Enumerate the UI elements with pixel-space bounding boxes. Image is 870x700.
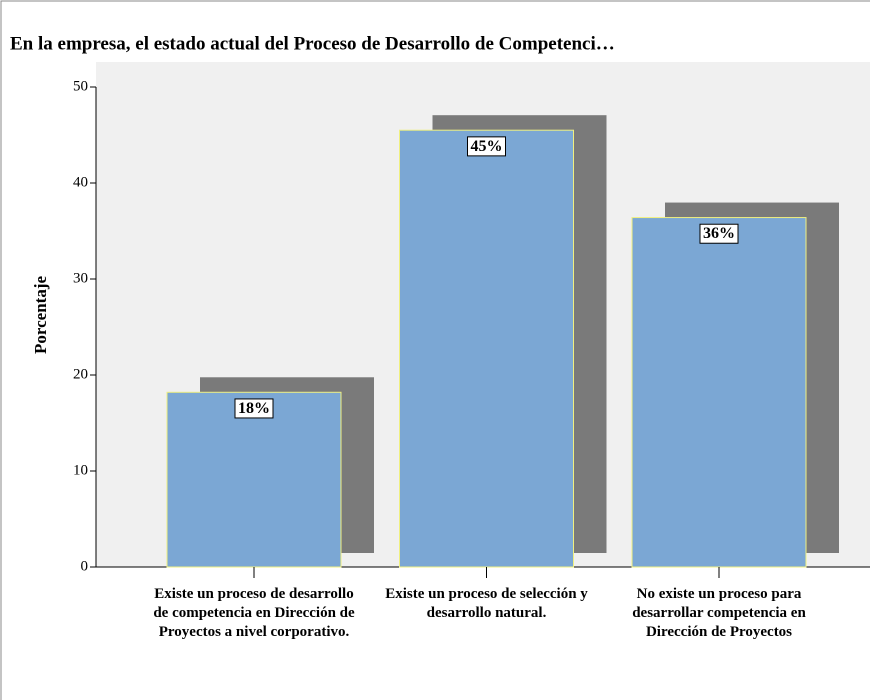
chart-title: En la empresa, el estado actual del Proc… bbox=[10, 33, 615, 54]
y-axis-label: Porcentaje bbox=[31, 276, 50, 354]
value-label: 36% bbox=[703, 225, 735, 242]
y-tick-label: 40 bbox=[73, 174, 88, 190]
x-tick-label: Existe un proceso de selección y desarro… bbox=[385, 586, 588, 621]
y-tick-label: 30 bbox=[73, 270, 88, 286]
y-tick-label: 10 bbox=[73, 462, 88, 478]
bar bbox=[166, 391, 342, 568]
bar bbox=[399, 129, 574, 568]
y-tick-label: 20 bbox=[73, 366, 88, 382]
bar bbox=[631, 217, 807, 568]
x-tick-label: Existe un proceso de desarrollo de compe… bbox=[153, 586, 355, 640]
value-label: 18% bbox=[238, 400, 270, 417]
x-tick-label: No existe un proceso para desarrollar co… bbox=[632, 586, 806, 640]
value-label-box bbox=[467, 136, 506, 157]
value-label-box bbox=[699, 223, 739, 244]
value-label-box bbox=[234, 398, 274, 419]
y-tick-label: 0 bbox=[81, 558, 89, 574]
y-tick-label: 50 bbox=[73, 78, 88, 94]
value-label: 45% bbox=[471, 138, 503, 155]
